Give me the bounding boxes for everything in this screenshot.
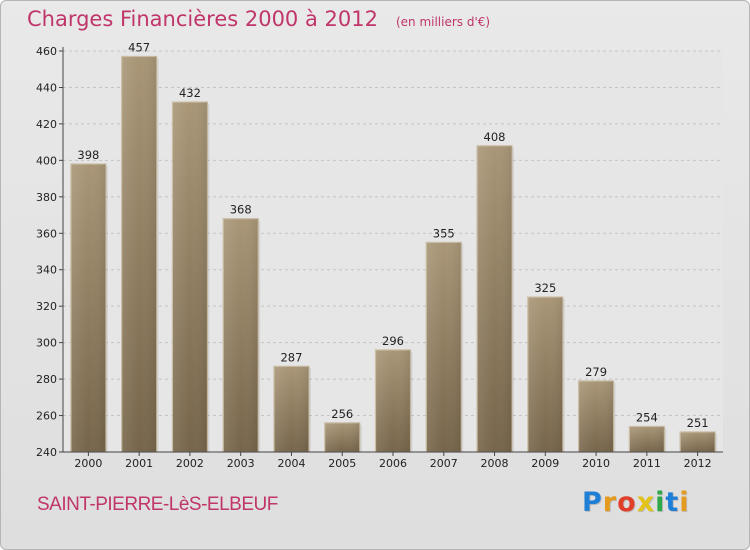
x-tick-label-2005: 2005 bbox=[328, 457, 356, 470]
bar-shine bbox=[680, 431, 716, 452]
x-tick-label-2012: 2012 bbox=[684, 457, 712, 470]
y-tick-label: 440 bbox=[36, 81, 57, 94]
logo-letter: t bbox=[665, 487, 680, 518]
bar-shine bbox=[172, 102, 208, 452]
x-tick-label-2009: 2009 bbox=[531, 457, 559, 470]
data-label-2003: 368 bbox=[230, 203, 252, 217]
y-tick-label: 260 bbox=[36, 410, 57, 423]
logo-letter: r bbox=[602, 487, 618, 518]
y-tick-label: 420 bbox=[36, 118, 57, 131]
y-tick-label: 460 bbox=[36, 45, 57, 58]
bar-shine bbox=[273, 366, 309, 452]
x-tick-label-2001: 2001 bbox=[125, 457, 153, 470]
logo-letter: i bbox=[679, 487, 690, 518]
x-tick-label-2011: 2011 bbox=[633, 457, 661, 470]
logo-letter: P bbox=[582, 487, 603, 518]
bar-shine bbox=[629, 426, 665, 452]
data-label-2007: 355 bbox=[433, 226, 455, 240]
chart-unit: (en milliers d'€) bbox=[395, 15, 491, 29]
data-label-2006: 296 bbox=[382, 334, 404, 348]
bar-shine bbox=[375, 349, 411, 452]
proxiti-logo: Proxiti bbox=[582, 487, 690, 518]
bar-shine bbox=[70, 164, 106, 452]
x-tick-label-2010: 2010 bbox=[582, 457, 610, 470]
x-tick-label-2007: 2007 bbox=[430, 457, 458, 470]
data-label-2005: 256 bbox=[331, 407, 353, 421]
data-label-2002: 432 bbox=[179, 86, 201, 100]
data-label-2001: 457 bbox=[128, 40, 150, 54]
bar-shine bbox=[578, 380, 614, 452]
x-tick-label-2008: 2008 bbox=[481, 457, 509, 470]
data-label-2012: 251 bbox=[687, 416, 709, 430]
chart-title-text: Charges Financières 2000 à 2012 bbox=[27, 7, 378, 31]
y-tick-label: 300 bbox=[36, 337, 57, 350]
data-label-2009: 325 bbox=[534, 281, 556, 295]
x-tick-label-2006: 2006 bbox=[379, 457, 407, 470]
town-name: SAINT-PIERRE-LèS-ELBEUF bbox=[37, 494, 278, 515]
axes: 240 260 280 300 320 340 360 380 400 420 440 460 2000… bbox=[36, 45, 723, 470]
bar-shine bbox=[121, 56, 157, 453]
y-tick-label: 320 bbox=[36, 300, 57, 313]
y-tick-label: 400 bbox=[36, 154, 57, 167]
bar-shine bbox=[527, 297, 563, 452]
data-label-2008: 408 bbox=[484, 130, 506, 144]
logo-letter: x bbox=[636, 487, 656, 518]
logo-letter: o bbox=[617, 487, 637, 518]
y-tick-label: 340 bbox=[36, 264, 57, 277]
bar-shine bbox=[477, 145, 513, 453]
data-label-2011: 254 bbox=[636, 410, 658, 424]
bar-shine bbox=[426, 242, 462, 452]
x-tick-label-2000: 2000 bbox=[74, 457, 102, 470]
bar-shine bbox=[324, 422, 360, 452]
data-label-2004: 287 bbox=[280, 350, 302, 364]
data-label-2010: 279 bbox=[585, 365, 607, 379]
data-label-2000: 398 bbox=[77, 148, 99, 162]
y-tick-label: 280 bbox=[36, 373, 57, 386]
x-tick-label-2003: 2003 bbox=[227, 457, 255, 470]
logo-letter: i bbox=[655, 487, 666, 518]
x-tick-label-2002: 2002 bbox=[176, 457, 204, 470]
y-tick-label: 360 bbox=[36, 227, 57, 240]
x-tick-label-2004: 2004 bbox=[277, 457, 305, 470]
y-tick-label: 240 bbox=[36, 446, 57, 459]
chart-title: Charges Financières 2000 à 2012 (en milli… bbox=[27, 7, 490, 31]
y-tick-label: 380 bbox=[36, 191, 57, 204]
bar-shine bbox=[223, 218, 259, 452]
